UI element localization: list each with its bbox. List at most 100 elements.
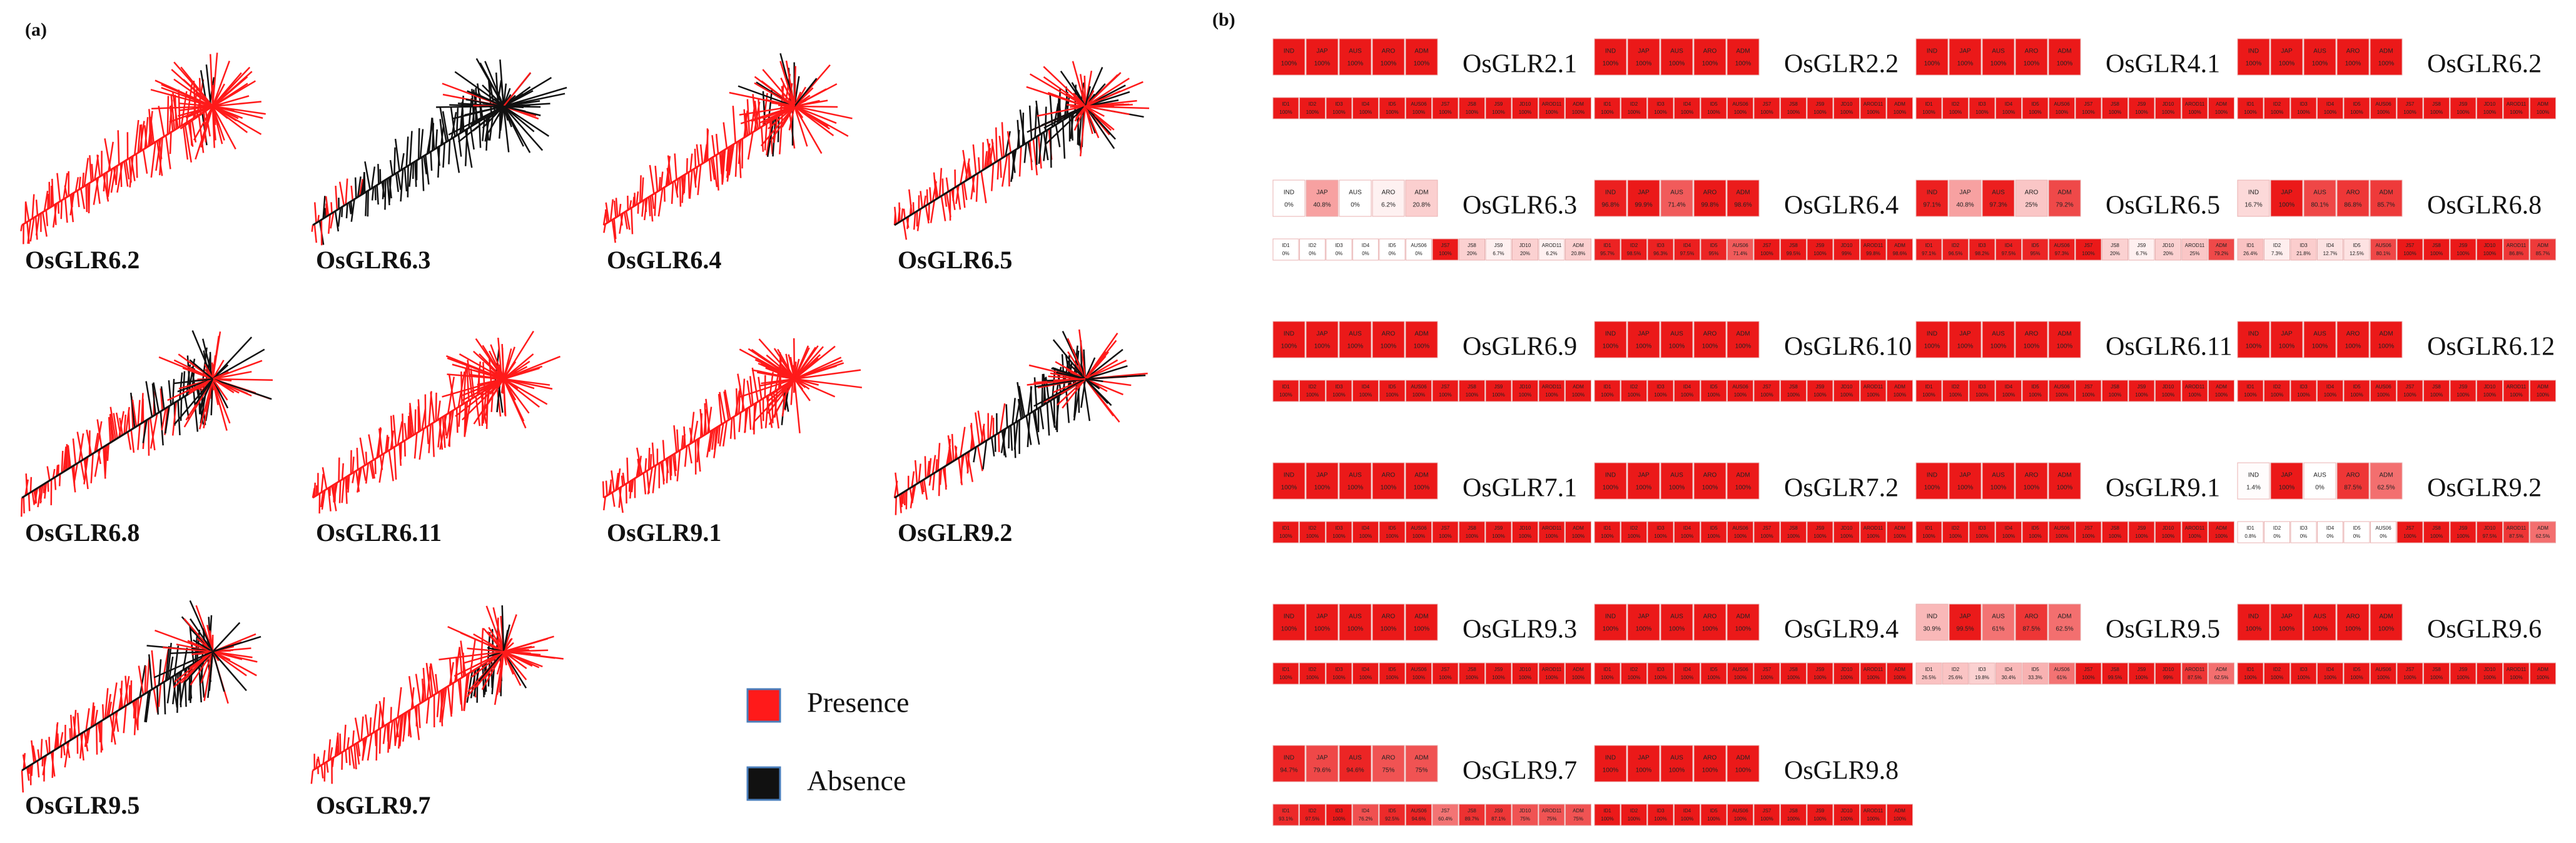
tree-branch bbox=[1032, 138, 1038, 176]
bottom-cell bbox=[2530, 238, 2556, 261]
tree-branch bbox=[609, 199, 614, 221]
tree-branch bbox=[151, 650, 156, 688]
bottom-value-label: 6.7% bbox=[2136, 251, 2147, 256]
top-column-label: JAP bbox=[1638, 48, 1650, 55]
tree-branch bbox=[211, 362, 214, 380]
tree-branch bbox=[683, 174, 686, 193]
tree-branch bbox=[341, 478, 345, 503]
tree-branch bbox=[1043, 373, 1047, 404]
tree-branch bbox=[442, 416, 446, 448]
tree-branch bbox=[91, 164, 94, 181]
tree-branch bbox=[689, 169, 693, 199]
bottom-column-label: ID2 bbox=[1630, 384, 1638, 390]
tree-branch bbox=[146, 658, 150, 693]
bottom-value-label: 100% bbox=[1439, 251, 1451, 256]
tree-branch bbox=[37, 749, 40, 760]
tree-branch bbox=[350, 746, 355, 769]
bottom-value-label: 100% bbox=[1949, 109, 1962, 115]
bottom-column-label: ID5 bbox=[1710, 808, 1718, 814]
top-cell bbox=[1727, 745, 1760, 782]
bottom-column-label: ID3 bbox=[1656, 667, 1665, 672]
bottom-column-label: JS7 bbox=[2084, 243, 2093, 248]
tree-branch bbox=[350, 201, 353, 214]
tree-branch bbox=[356, 448, 359, 470]
bottom-value-label: 100% bbox=[2056, 533, 2068, 539]
bottom-column-label: AUS06 bbox=[2054, 101, 2070, 107]
tree-branch bbox=[337, 732, 340, 755]
top-cell bbox=[2270, 603, 2303, 641]
tree-branch bbox=[47, 482, 49, 492]
bottom-cell bbox=[1753, 662, 1780, 685]
bottom-column-label: JD10 bbox=[2484, 667, 2496, 672]
tree-branch bbox=[321, 490, 326, 510]
top-value-label: 100% bbox=[1636, 626, 1652, 633]
bottom-value-label: 100% bbox=[2082, 109, 2094, 115]
bottom-cell bbox=[1969, 380, 1995, 402]
top-cell bbox=[1949, 321, 1982, 358]
tree-branch bbox=[111, 713, 115, 742]
tree bbox=[893, 61, 1150, 240]
tree-branch bbox=[1047, 91, 1086, 108]
top-column-label: ARO bbox=[1703, 189, 1717, 196]
tree-branch bbox=[430, 151, 433, 171]
bottom-value-label: 100% bbox=[1840, 533, 1853, 539]
tree-branch bbox=[390, 707, 392, 722]
tree-branch bbox=[393, 147, 396, 174]
top-column-label: ARO bbox=[2346, 613, 2360, 620]
tree-branch bbox=[212, 635, 261, 653]
bottom-column-label: JS8 bbox=[1468, 525, 1476, 531]
bottom-column-label: ID1 bbox=[1282, 808, 1290, 814]
tree-branch bbox=[149, 418, 156, 451]
bottom-column-label: ID1 bbox=[1603, 243, 1611, 248]
bottom-value-label: 25.6% bbox=[1949, 675, 1963, 680]
bottom-cell bbox=[1459, 521, 1485, 543]
tree-branch bbox=[320, 491, 324, 508]
bottom-column-label: ID1 bbox=[2246, 667, 2254, 672]
bottom-value-label: 20% bbox=[2163, 251, 2173, 256]
top-value-label: 100% bbox=[1957, 485, 1974, 492]
bottom-value-label: 100% bbox=[1332, 109, 1345, 115]
bottom-cell bbox=[2155, 238, 2181, 261]
top-cell bbox=[1693, 462, 1727, 500]
bottom-value-label: 100% bbox=[2403, 392, 2416, 398]
tree-branch bbox=[374, 186, 377, 201]
tree-branch bbox=[751, 105, 795, 123]
tree-branch bbox=[142, 398, 145, 423]
top-column-label: IND bbox=[1284, 613, 1294, 620]
bottom-column-label: ADM bbox=[2537, 667, 2548, 672]
bottom-value-label: 100% bbox=[2537, 675, 2549, 680]
bottom-value-label: 0% bbox=[1336, 251, 1343, 256]
tree-branch bbox=[1084, 106, 1115, 149]
tree-branch bbox=[400, 153, 405, 171]
bottom-value-label: 100% bbox=[2029, 533, 2041, 539]
tree-branch bbox=[69, 192, 75, 216]
bottom-cell bbox=[2423, 380, 2450, 402]
bottom-value-label: 0% bbox=[2380, 533, 2387, 539]
tree-branch bbox=[719, 391, 726, 423]
tree-branch bbox=[311, 225, 314, 232]
tree-branch bbox=[150, 89, 213, 108]
bottom-column-label: ID1 bbox=[1603, 808, 1611, 814]
tree-branch bbox=[352, 457, 355, 473]
bottom-value-label: 100% bbox=[1922, 533, 1935, 539]
tree-branch bbox=[462, 378, 504, 421]
bottom-value-label: 100% bbox=[1466, 392, 1478, 398]
tree-branch bbox=[951, 433, 955, 462]
tree-branch bbox=[350, 199, 355, 222]
bottom-cell bbox=[2075, 238, 2102, 261]
tree-branch bbox=[503, 105, 541, 116]
tree-branch bbox=[107, 169, 113, 197]
tree-branch bbox=[130, 392, 136, 428]
bottom-value-label: 100% bbox=[1894, 109, 1906, 115]
top-value-label: 100% bbox=[1636, 767, 1652, 774]
top-cell bbox=[1372, 603, 1405, 641]
top-column-label: JAP bbox=[1638, 472, 1650, 479]
tree-branch bbox=[662, 440, 666, 460]
bottom-value-label: 100% bbox=[2029, 109, 2041, 115]
tree-branch bbox=[189, 120, 193, 146]
bottom-cell bbox=[2317, 238, 2343, 261]
tree-branch bbox=[689, 427, 693, 443]
top-column-label: ADM bbox=[1414, 331, 1428, 338]
tree-branch bbox=[1085, 90, 1121, 108]
bottom-column-label: JS7 bbox=[1441, 243, 1450, 248]
